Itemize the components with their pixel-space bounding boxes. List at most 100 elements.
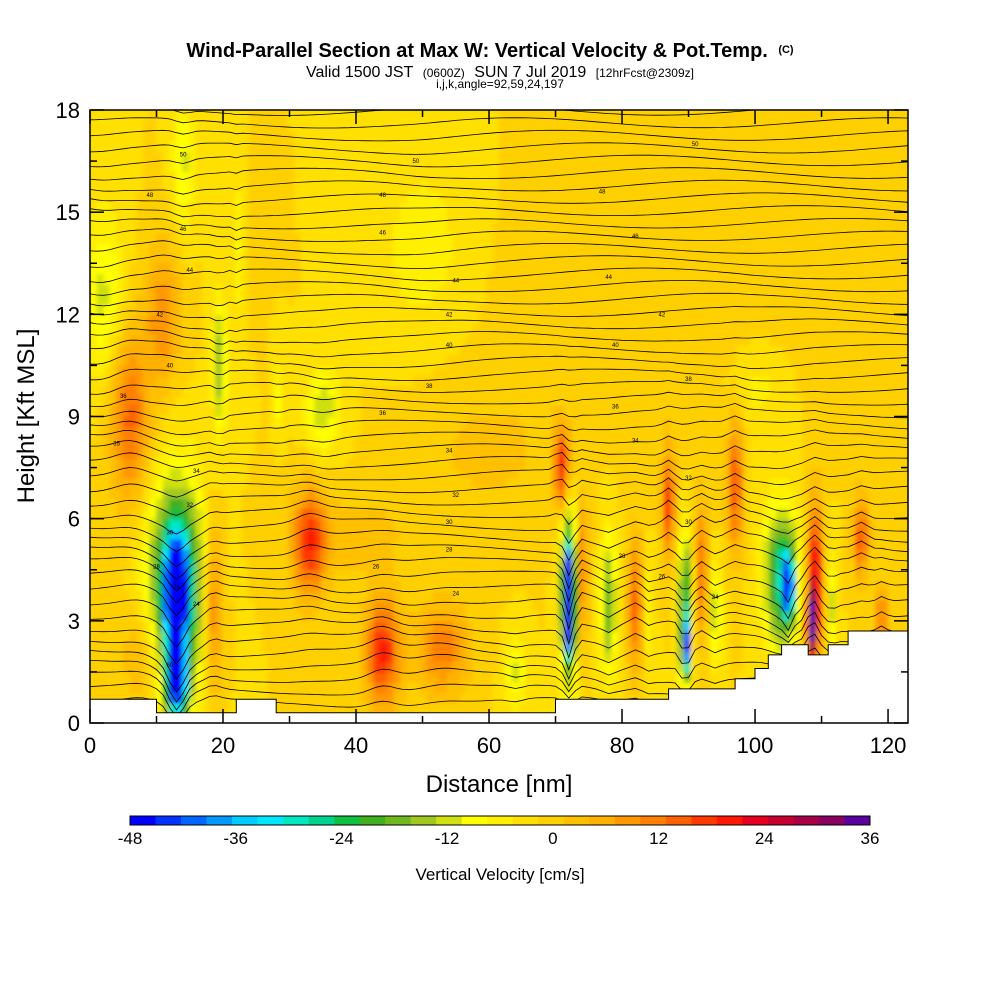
velocity-cell <box>479 406 487 418</box>
velocity-cell <box>663 682 672 693</box>
velocity-cell <box>96 436 104 448</box>
velocity-cell <box>353 671 362 683</box>
velocity-cell <box>578 355 586 367</box>
velocity-cell <box>472 590 480 601</box>
velocity-cell <box>848 518 856 530</box>
velocity-cell <box>419 641 428 653</box>
velocity-cell <box>749 518 757 530</box>
velocity-cell <box>644 651 652 663</box>
velocity-cell <box>314 436 322 448</box>
velocity-cell <box>584 549 592 561</box>
velocity-cell <box>406 579 414 591</box>
velocity-cell <box>439 375 447 387</box>
velocity-cell <box>690 426 698 438</box>
velocity-cell <box>109 406 117 418</box>
velocity-cell <box>393 334 401 346</box>
velocity-cell <box>776 447 784 458</box>
velocity-cell <box>373 406 381 418</box>
velocity-cell <box>822 559 830 571</box>
velocity-cell <box>736 447 744 458</box>
velocity-cell <box>307 539 315 550</box>
velocity-cell <box>373 610 381 622</box>
velocity-cell <box>881 334 889 346</box>
velocity-cell <box>386 488 395 499</box>
velocity-cell <box>248 344 256 356</box>
velocity-cell <box>426 702 434 714</box>
velocity-cell <box>301 498 309 510</box>
velocity-cell <box>248 518 256 530</box>
velocity-cell <box>162 375 170 387</box>
velocity-cell <box>202 610 210 622</box>
velocity-cell <box>485 600 494 612</box>
velocity-cell <box>861 539 870 550</box>
velocity-cell <box>630 436 639 448</box>
velocity-cell <box>459 344 467 356</box>
velocity-cell <box>268 355 276 367</box>
velocity-cell <box>564 355 573 367</box>
velocity-cell <box>241 692 249 704</box>
velocity-cell <box>617 406 625 418</box>
velocity-cell <box>769 436 777 448</box>
velocity-cell <box>578 426 586 438</box>
velocity-cell <box>644 406 652 418</box>
velocity-cell <box>109 559 117 571</box>
velocity-cell <box>175 518 183 530</box>
velocity-cell <box>736 365 744 377</box>
velocity-cell <box>208 631 216 642</box>
velocity-cell <box>419 620 428 632</box>
velocity-cell <box>762 426 771 438</box>
velocity-cell <box>538 579 546 591</box>
velocity-cell <box>855 416 863 428</box>
velocity-cell <box>749 549 757 561</box>
velocity-cell <box>466 569 474 581</box>
velocity-cell <box>703 528 711 540</box>
velocity-cell <box>162 334 170 346</box>
velocity-cell <box>287 559 296 571</box>
velocity-cell <box>149 304 157 315</box>
velocity-cell <box>492 682 500 693</box>
velocity-cell <box>881 539 889 550</box>
velocity-cell <box>861 344 870 356</box>
velocity-cell <box>809 539 817 550</box>
velocity-cell <box>485 344 494 356</box>
velocity-cell <box>644 579 652 591</box>
velocity-cell <box>221 661 230 673</box>
velocity-cell <box>96 692 104 704</box>
velocity-cell <box>749 620 757 632</box>
velocity-cell <box>630 344 639 356</box>
velocity-cell <box>215 651 223 663</box>
velocity-cell <box>525 365 533 377</box>
velocity-cell <box>320 559 329 571</box>
velocity-cell <box>611 467 619 479</box>
velocity-cell <box>149 528 157 540</box>
velocity-cell <box>320 488 329 499</box>
velocity-cell <box>248 304 256 315</box>
velocity-cell <box>241 600 249 612</box>
velocity-cell <box>888 539 896 550</box>
velocity-cell <box>373 498 381 510</box>
velocity-cell <box>551 467 559 479</box>
velocity-cell <box>578 549 586 561</box>
velocity-cell <box>485 488 494 499</box>
velocity-cell <box>155 314 164 326</box>
velocity-cell <box>215 641 223 653</box>
velocity-cell <box>446 518 454 530</box>
velocity-cell <box>604 365 612 377</box>
velocity-cell <box>268 631 276 642</box>
velocity-cell <box>235 569 243 581</box>
velocity-cell <box>809 457 817 469</box>
velocity-cell <box>690 528 698 540</box>
velocity-cell <box>723 385 731 397</box>
velocity-cell <box>881 365 889 377</box>
velocity-cell <box>96 661 104 673</box>
velocity-cell <box>723 579 731 591</box>
velocity-cell <box>545 406 553 418</box>
velocity-cell <box>254 344 263 356</box>
velocity-cell <box>248 396 256 407</box>
velocity-cell <box>795 334 804 346</box>
velocity-cell <box>828 436 837 448</box>
velocity-cell <box>413 334 421 346</box>
velocity-cell <box>96 467 104 479</box>
velocity-cell <box>413 671 421 683</box>
velocity-cell <box>525 406 533 418</box>
